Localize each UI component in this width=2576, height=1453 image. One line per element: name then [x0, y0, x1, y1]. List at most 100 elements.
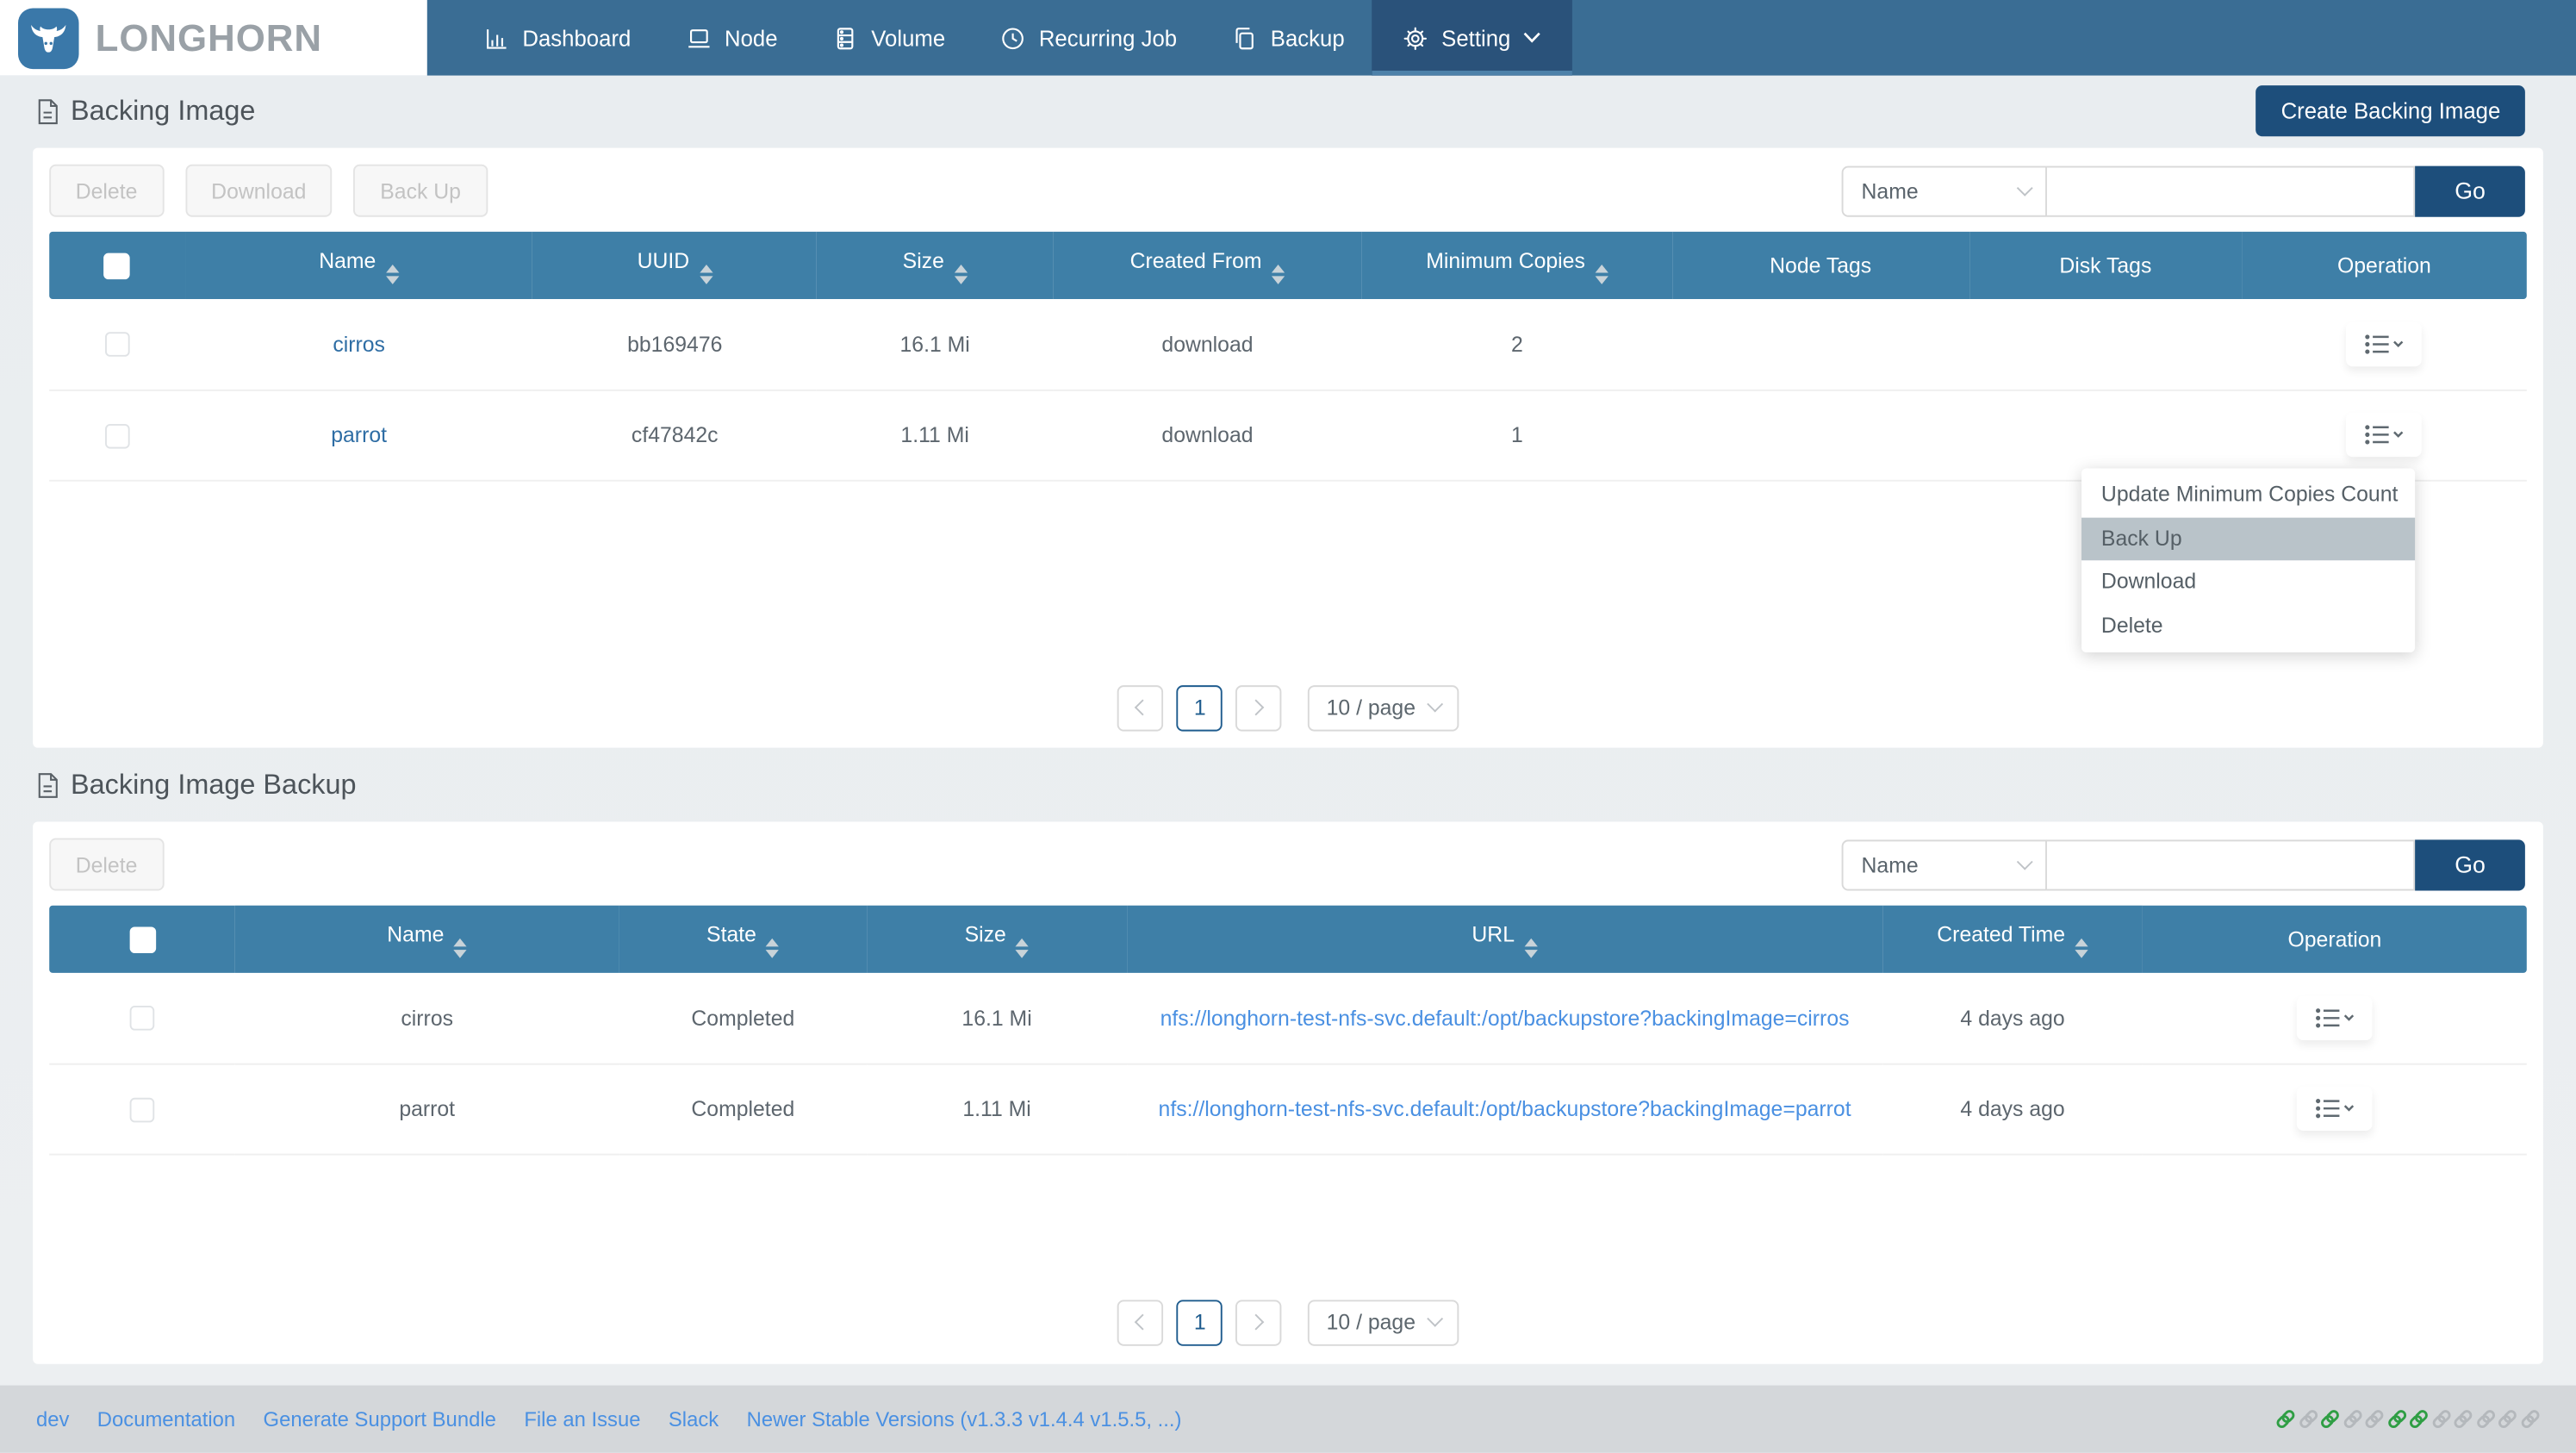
column-header-url[interactable]: URL [1127, 905, 1883, 973]
footer-link-dev[interactable]: dev [35, 1407, 70, 1431]
delete-button[interactable]: Delete [49, 838, 164, 891]
table-header-row: Name UUID Size Created From Minimum Copi… [49, 231, 2527, 300]
name-cell: cirros [234, 972, 619, 1064]
footer-link-slack[interactable]: Slack [668, 1407, 719, 1431]
column-header-name[interactable]: Name [185, 231, 532, 300]
footer-link-newer-stable-versions[interactable]: Newer Stable Versions (v1.3.3 v1.4.4 v1.… [746, 1407, 1182, 1431]
backing-image-pagination: 1 10 / page [49, 684, 2527, 731]
brand[interactable]: LONGHORN [0, 0, 427, 76]
next-page-button[interactable] [1235, 684, 1283, 731]
backing-image-link-cirros[interactable]: cirros [333, 331, 385, 357]
nav-item-setting[interactable]: Setting [1372, 0, 1573, 76]
backing-image-backup-title: Backing Image Backup [36, 768, 357, 801]
nav-item-volume[interactable]: Volume [806, 0, 974, 76]
chevron-down-icon [1524, 31, 1542, 44]
nav-item-recurring-job[interactable]: Recurring Job [974, 0, 1205, 76]
prev-page-button[interactable] [1117, 684, 1164, 731]
sort-carets-icon [1016, 937, 1030, 957]
column-header-minimum-copies[interactable]: Minimum Copies [1362, 231, 1672, 300]
backing-image-backup-card: Delete Name Go [33, 821, 2543, 1364]
page-title: Backing Image [70, 95, 256, 127]
minimum-copies-cell: 1 [1362, 389, 1672, 481]
select-all-checkbox[interactable] [104, 253, 131, 279]
table-row-parrot: parrot cf47842c 1.11 Mi download 1 [49, 389, 2527, 481]
row-checkbox[interactable] [129, 1096, 155, 1122]
minimum-copies-cell: 2 [1362, 299, 1672, 390]
nav-item-label: Node [725, 25, 778, 51]
delete-button[interactable]: Delete [49, 164, 164, 217]
operation-menu-button[interactable] [2297, 1086, 2373, 1131]
size-cell: 1.11 Mi [867, 1063, 1128, 1155]
column-header-operation: Operation [2143, 905, 2527, 973]
page-size-value: 10 / page [1326, 1309, 1416, 1335]
column-header-uuid[interactable]: UUID [532, 231, 818, 300]
search-field-value: Name [1861, 178, 1919, 203]
page-size-select[interactable]: 10 / page [1308, 684, 1459, 731]
search-field-select[interactable]: Name [1841, 839, 2047, 890]
backing-image-section: Backing Image Create Backing Image Delet… [33, 76, 2543, 748]
backup-url-link[interactable]: nfs://longhorn-test-nfs-svc.default:/opt… [1160, 1005, 1850, 1031]
chevron-right-icon [1248, 1313, 1266, 1331]
row-checkbox[interactable] [129, 1006, 155, 1032]
column-header-size[interactable]: Size [817, 231, 1053, 300]
footer-link-generate-support-bundle[interactable]: Generate Support Bundle [263, 1407, 496, 1431]
created-time-cell: 4 days ago [1882, 972, 2144, 1064]
nav-item-backup[interactable]: Backup [1205, 0, 1373, 76]
chain-link-icon [2298, 1406, 2318, 1431]
row-checkbox[interactable] [104, 423, 130, 448]
footer-link-documentation[interactable]: Documentation [96, 1407, 236, 1431]
column-header-name[interactable]: Name [234, 905, 619, 973]
nav-item-label: Setting [1441, 25, 1511, 51]
select-all-checkbox[interactable] [128, 926, 156, 953]
search-input[interactable] [2046, 839, 2416, 890]
list-menu-chevron-icon [2364, 425, 2403, 445]
backup-icon [1233, 26, 1258, 51]
backup-url-link[interactable]: nfs://longhorn-test-nfs-svc.default:/opt… [1158, 1095, 1851, 1121]
menu-item-download[interactable]: Download [2100, 568, 2197, 594]
nav-item-dashboard[interactable]: Dashboard [457, 0, 659, 76]
page-number-button[interactable]: 1 [1177, 684, 1223, 731]
column-header-created-time[interactable]: Created Time [1882, 905, 2144, 973]
column-header-size[interactable]: Size [867, 905, 1128, 973]
go-button[interactable]: Go [2415, 165, 2525, 216]
search-field-select[interactable]: Name [1841, 165, 2047, 216]
sort-carets-icon [954, 264, 968, 284]
column-header-created-from[interactable]: Created From [1052, 231, 1363, 300]
nav-item-node[interactable]: Node [659, 0, 806, 76]
backing-image-card: Delete Download Back Up Name Go [33, 147, 2543, 748]
operation-menu-button[interactable] [2346, 412, 2423, 458]
download-button[interactable]: Download [184, 164, 333, 217]
row-checkbox[interactable] [104, 332, 130, 358]
menu-item-delete[interactable]: Delete [2100, 612, 2163, 637]
page-size-select[interactable]: 10 / page [1308, 1299, 1459, 1345]
operation-menu-button[interactable] [2346, 321, 2423, 366]
uuid-cell: cf47842c [532, 389, 818, 481]
chain-link-icon [2409, 1406, 2430, 1431]
next-page-button[interactable] [1235, 1299, 1283, 1345]
operation-menu-button[interactable] [2297, 995, 2373, 1040]
sort-carets-icon [385, 264, 400, 284]
menu-item-back-up[interactable]: Back Up [2081, 516, 2416, 561]
setting-gear-icon [1403, 26, 1428, 51]
chain-link-icon [2497, 1406, 2517, 1431]
menu-item-update-minimum-copies-count[interactable]: Update Minimum Copies Count [2100, 481, 2399, 507]
backing-image-link-parrot[interactable]: parrot [331, 422, 388, 447]
page-number-button[interactable]: 1 [1177, 1299, 1223, 1345]
created-from-cell: download [1052, 389, 1363, 481]
node-tags-cell [1671, 299, 1969, 390]
disk-tags-cell [1969, 389, 2243, 481]
backing-image-backup-section: Backing Image Backup Delete Name Go [33, 748, 2543, 1364]
backup-button[interactable]: Back Up [353, 164, 488, 217]
create-backing-image-button[interactable]: Create Backing Image [2256, 85, 2525, 137]
node-tags-cell [1671, 389, 1969, 481]
list-menu-chevron-icon [2315, 1007, 2354, 1027]
go-button[interactable]: Go [2415, 839, 2525, 890]
footer-link-file-an-issue[interactable]: File an Issue [524, 1407, 641, 1431]
page-title: Backing Image Backup [70, 768, 357, 800]
size-cell: 16.1 Mi [867, 972, 1128, 1064]
column-header-state[interactable]: State [619, 905, 868, 973]
search-input[interactable] [2046, 165, 2416, 216]
chain-link-icon [2430, 1406, 2451, 1431]
prev-page-button[interactable] [1117, 1299, 1164, 1345]
nav-item-label: Backup [1270, 25, 1345, 51]
